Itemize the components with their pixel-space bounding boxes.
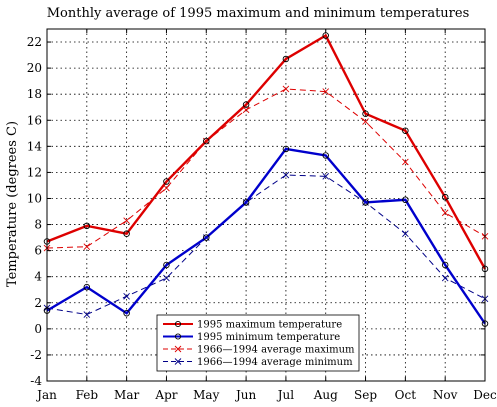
data-point bbox=[163, 261, 170, 269]
data-point bbox=[282, 171, 290, 179]
data-point bbox=[242, 199, 250, 206]
data-point bbox=[402, 230, 409, 237]
x-tick-label: Aug bbox=[313, 388, 338, 402]
x-tick-label: Dec bbox=[473, 388, 497, 402]
legend-item: 1995 minimum temperature bbox=[163, 332, 340, 343]
data-point bbox=[441, 209, 449, 217]
data-point bbox=[362, 118, 369, 125]
data-point bbox=[163, 274, 170, 282]
series-4 bbox=[43, 171, 489, 318]
data-point bbox=[441, 193, 449, 201]
y-tick-label: 16 bbox=[27, 113, 42, 127]
y-tick-label: 12 bbox=[27, 165, 42, 179]
data-point bbox=[163, 178, 170, 185]
data-point bbox=[282, 145, 290, 153]
y-tick-label: 0 bbox=[34, 322, 42, 336]
data-point bbox=[83, 222, 91, 230]
data-point bbox=[282, 85, 290, 93]
y-tick-label: 18 bbox=[27, 87, 42, 101]
y-tick-label: 20 bbox=[27, 61, 42, 75]
y-tick-label: 10 bbox=[27, 191, 42, 205]
y-tick-label: 22 bbox=[27, 35, 42, 49]
data-point bbox=[282, 55, 290, 63]
tick-labels: -4 -2 0 2 4 6 8 10 12 14 16 18 20 22 Jan Feb Mar Apr May Ju… bbox=[27, 29, 497, 402]
data-point bbox=[441, 274, 449, 282]
data-point bbox=[203, 137, 210, 145]
legend-marker bbox=[174, 345, 182, 353]
data-point bbox=[362, 199, 369, 206]
x-tick-label: Apr bbox=[154, 388, 177, 402]
data-point bbox=[242, 101, 250, 108]
x-tick-label: Oct bbox=[395, 388, 417, 402]
data-point bbox=[123, 217, 130, 224]
legend-marker bbox=[174, 333, 182, 340]
series-line bbox=[46, 88, 486, 249]
data-point bbox=[83, 311, 91, 318]
plot-frame bbox=[46, 28, 486, 382]
data-point bbox=[402, 196, 409, 204]
series-1 bbox=[43, 32, 489, 273]
legend-marker bbox=[174, 320, 182, 328]
legend-label: 1995 maximum temperature bbox=[197, 320, 342, 331]
y-tick-label: 4 bbox=[34, 270, 42, 284]
data-point bbox=[322, 173, 330, 180]
chart-title: Monthly average of 1995 maximum and mini… bbox=[47, 6, 470, 21]
data-point bbox=[83, 243, 91, 251]
data-point bbox=[123, 230, 130, 237]
legend-marker bbox=[174, 358, 182, 365]
y-tick-label: 8 bbox=[34, 218, 42, 232]
data-point bbox=[441, 261, 449, 269]
data-point bbox=[322, 152, 329, 159]
series-line bbox=[46, 174, 486, 316]
x-tick-label: Sep bbox=[354, 388, 377, 402]
legend-label: 1966—1994 average minimum bbox=[197, 357, 353, 368]
data-point bbox=[402, 127, 409, 134]
x-tick-label: Jun bbox=[234, 388, 257, 402]
data-point bbox=[402, 158, 409, 166]
series-line bbox=[46, 33, 487, 270]
data-point bbox=[83, 283, 91, 291]
y-tick-label: 14 bbox=[27, 139, 43, 153]
data-point bbox=[123, 309, 130, 317]
series-2 bbox=[43, 145, 489, 327]
legend-label: 1966—1994 average maximum bbox=[197, 345, 355, 356]
x-tick-label: Feb bbox=[76, 388, 99, 402]
x-tick-label: Nov bbox=[433, 388, 458, 402]
legend-label: 1995 minimum temperature bbox=[197, 332, 340, 343]
legend-item: 1995 maximum temperature bbox=[163, 320, 342, 331]
data-point bbox=[123, 292, 130, 300]
y-tick-label: 2 bbox=[34, 296, 42, 310]
y-axis-label: Temperature (degrees C) bbox=[5, 121, 20, 287]
x-tick-label: Jul bbox=[276, 388, 295, 402]
y-tick-label: -2 bbox=[30, 348, 42, 362]
data-point bbox=[203, 234, 210, 241]
x-tick-label: Mar bbox=[114, 388, 139, 402]
legend-item: 1966—1994 average maximum bbox=[163, 345, 355, 356]
legend-item: 1966—1994 average minimum bbox=[163, 357, 353, 368]
series-layer bbox=[43, 32, 489, 327]
y-tick-label: 6 bbox=[34, 244, 42, 258]
y-tick-label: -4 bbox=[30, 374, 42, 388]
x-tick-label: May bbox=[193, 388, 219, 402]
series-line bbox=[46, 147, 486, 325]
data-point bbox=[322, 88, 330, 95]
x-tick-label: Jan bbox=[35, 388, 57, 402]
data-point bbox=[362, 110, 369, 117]
